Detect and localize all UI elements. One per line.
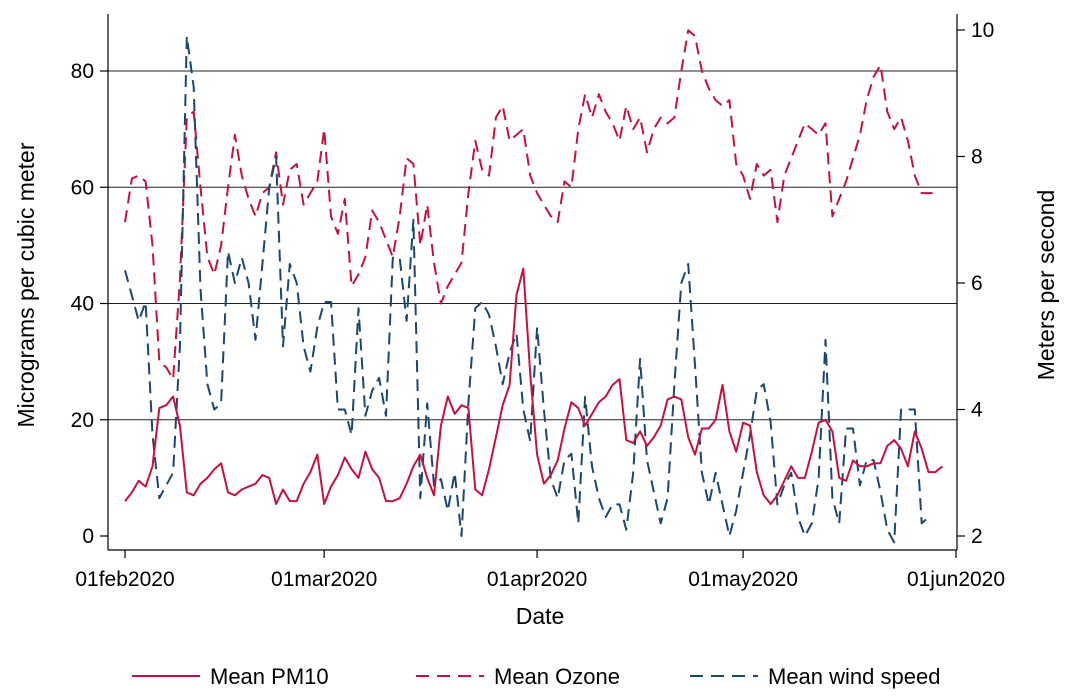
y-tick-label-left: 20	[71, 409, 94, 432]
series-layer	[124, 29, 943, 544]
y-tick-label-right: 6	[971, 272, 983, 295]
y-tick-label-left: 80	[71, 60, 94, 83]
left-ticks: 0 20 40 60 80	[71, 60, 108, 548]
left-axis: 0 20 40 60 80	[71, 14, 109, 550]
x-tick-label: 01may2020	[688, 568, 798, 591]
legend-label: Mean Ozone	[494, 664, 620, 689]
x-ticks: 01feb2020 01mar2020 01apr2020 01may2020 01ju…	[75, 550, 1005, 591]
y-axis-title-right: Meters per second	[1033, 190, 1059, 380]
y-axis-title-left: Micrograms per cubic meter	[13, 142, 39, 427]
y-tick-label-right: 10	[971, 19, 994, 42]
series-line-mean-pm10	[124, 267, 943, 505]
plot-area	[108, 29, 957, 544]
y-tick-label-right: 8	[971, 146, 983, 169]
gridlines	[108, 70, 957, 421]
y-tick-label-right: 4	[971, 399, 983, 422]
x-axis: 01feb2020 01mar2020 01apr2020 01may2020 01ju…	[75, 549, 1005, 591]
series-line-mean-wind-speed	[124, 35, 930, 544]
right-ticks: 2 4 6 8 10	[957, 19, 994, 548]
legend-label: Mean PM10	[210, 664, 329, 689]
x-tick-label: 01feb2020	[75, 568, 174, 591]
x-axis-title: Date	[516, 603, 565, 629]
x-tick-label: 01jun2020	[907, 568, 1005, 591]
y-tick-label-right: 2	[971, 525, 983, 548]
x-tick-label: 01mar2020	[271, 568, 377, 591]
y-tick-label-left: 60	[71, 176, 94, 199]
x-tick-label: 01apr2020	[487, 568, 587, 591]
legend: Mean PM10 Mean Ozone Mean wind speed	[132, 664, 940, 689]
right-axis: 2 4 6 8 10	[956, 14, 994, 550]
legend-label: Mean wind speed	[768, 664, 940, 689]
y-tick-label-left: 40	[71, 293, 94, 316]
series-line-mean-ozone	[124, 29, 936, 381]
y-tick-label-left: 0	[82, 525, 94, 548]
